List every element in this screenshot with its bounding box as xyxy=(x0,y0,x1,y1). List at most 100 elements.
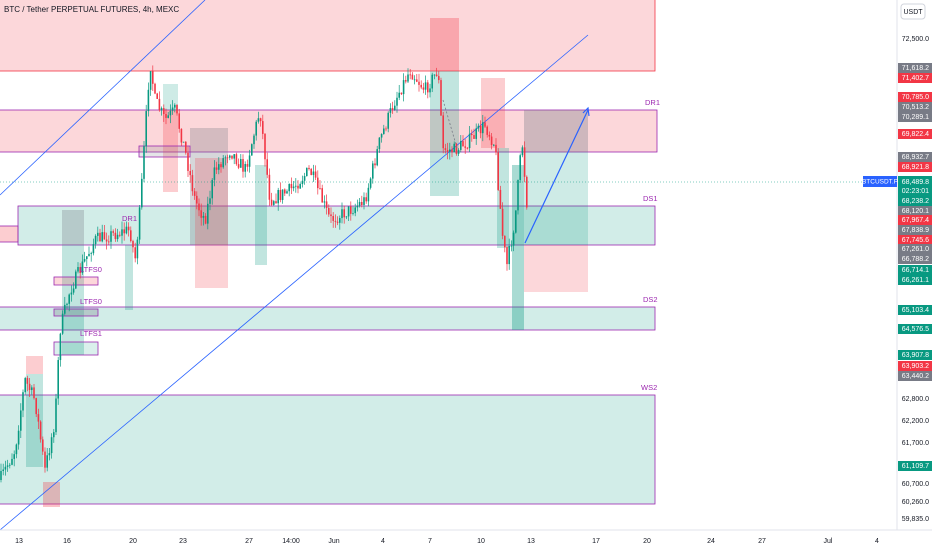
candle-body xyxy=(141,178,143,208)
candle-body xyxy=(169,110,172,116)
ltf-zone xyxy=(53,308,99,317)
candle-body xyxy=(488,134,491,137)
price-label: 67,838.9 xyxy=(902,227,929,234)
candle-body xyxy=(119,234,121,236)
candle-body xyxy=(510,245,513,247)
candle-body xyxy=(490,136,493,145)
candle-body xyxy=(191,175,194,192)
candle-body xyxy=(504,235,506,248)
candle-body xyxy=(451,149,453,153)
position-risk xyxy=(430,18,459,71)
candle-body xyxy=(193,191,196,196)
price-badge xyxy=(898,63,932,73)
candle-body xyxy=(44,451,46,468)
candle-body xyxy=(55,398,57,433)
candle-body xyxy=(79,267,81,273)
candle-body xyxy=(402,80,405,95)
candle-body xyxy=(308,167,310,169)
candle-body xyxy=(523,147,526,177)
candle-body xyxy=(314,171,317,178)
candle-body xyxy=(521,147,524,156)
candle-body xyxy=(66,303,68,305)
price-label: 68,921.8 xyxy=(902,164,929,171)
position-path xyxy=(442,99,458,149)
price-label: 64,576.5 xyxy=(902,326,929,333)
price-badge xyxy=(898,225,932,235)
candle-body xyxy=(497,152,499,190)
price-badge xyxy=(898,350,932,360)
candle-body xyxy=(453,143,455,153)
candle-body xyxy=(464,146,466,148)
time-label: 27 xyxy=(245,538,253,545)
price-label: 62,800.0 xyxy=(902,396,929,403)
candle-body xyxy=(246,163,249,167)
candle-body xyxy=(231,155,233,159)
candle-body xyxy=(20,410,22,431)
candle-body xyxy=(163,108,165,115)
candle-body xyxy=(347,206,350,217)
price-label: 67,745.6 xyxy=(902,237,929,244)
candle-body xyxy=(17,430,20,445)
time-label: 7 xyxy=(428,538,432,545)
price-badge xyxy=(898,215,932,225)
time-label: 20 xyxy=(129,538,137,545)
candle-body xyxy=(90,253,92,255)
candle-body xyxy=(97,232,99,236)
candle-body xyxy=(446,150,449,152)
candle-body xyxy=(81,261,84,273)
price-badge xyxy=(898,112,932,122)
price-badge xyxy=(898,73,932,83)
price-label: 67,261.0 xyxy=(902,246,929,253)
currency[interactable]: USDT xyxy=(903,9,923,16)
candle-body xyxy=(50,437,53,454)
position-box xyxy=(62,210,84,245)
price-label: 66,261.1 xyxy=(902,277,929,284)
candle-body xyxy=(442,115,444,149)
time-label: 4 xyxy=(875,538,879,545)
candle-body xyxy=(222,158,224,168)
candle-body xyxy=(303,176,306,181)
candle-body xyxy=(46,455,48,468)
price-label: 60,700.0 xyxy=(902,481,929,488)
currency-button[interactable] xyxy=(900,3,926,20)
candle-body xyxy=(391,108,394,110)
price-label: 60,260.0 xyxy=(902,499,929,506)
time-label: 16 xyxy=(63,538,71,545)
candle-body xyxy=(136,239,139,259)
candle-body xyxy=(112,231,114,233)
time-axis: 13 16 20 23 27 14:00 Jun 4 7 10 13 17 20 24 27 Jul 4 xyxy=(15,538,879,545)
zone-labels: DR1 DS1 DS2 WS2 DR1 LTFS0 LTFS0 LTFS1 xyxy=(80,98,660,392)
zone-label: WS2 xyxy=(641,383,657,392)
candle-body xyxy=(185,141,187,153)
candle-body xyxy=(233,154,235,159)
candle-body xyxy=(224,157,227,159)
candle-body xyxy=(270,199,273,205)
time-label: 10 xyxy=(477,538,485,545)
candle-body xyxy=(325,201,328,208)
position-risk xyxy=(481,78,505,148)
candle-body xyxy=(301,180,304,185)
candle-body xyxy=(394,105,396,110)
candle-body xyxy=(479,125,482,134)
candle-body xyxy=(400,92,403,95)
candle-body xyxy=(295,185,297,187)
candle-body xyxy=(53,432,55,438)
candle-body xyxy=(420,84,422,88)
candle-body xyxy=(334,220,337,222)
price-label: 71,618.2 xyxy=(902,65,929,72)
candle-body xyxy=(273,201,275,205)
candle-body xyxy=(59,333,62,361)
dr1-zone xyxy=(0,109,658,153)
time-label: 20 xyxy=(643,538,651,545)
candle-body xyxy=(501,208,504,236)
candle-body xyxy=(515,210,517,233)
price-label: 70,785.0 xyxy=(902,94,929,101)
candle-body xyxy=(61,313,64,334)
position-risk xyxy=(26,356,43,374)
candle-body xyxy=(468,133,471,149)
candle-body xyxy=(466,147,469,149)
projection-box xyxy=(524,152,588,245)
candle-body xyxy=(486,126,488,135)
candle-body xyxy=(123,229,125,234)
candle-body xyxy=(226,157,229,159)
